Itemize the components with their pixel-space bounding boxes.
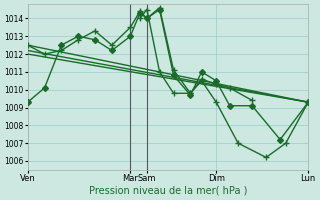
X-axis label: Pression niveau de la mer( hPa ): Pression niveau de la mer( hPa ) xyxy=(89,186,247,196)
